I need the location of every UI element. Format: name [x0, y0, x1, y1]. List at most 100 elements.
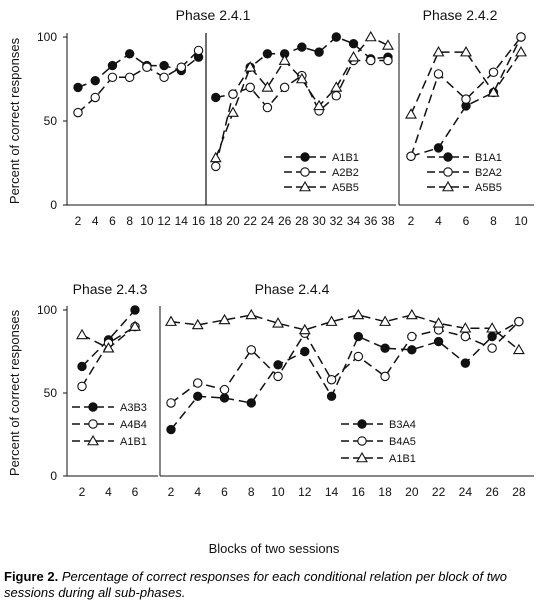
data-point-A1B1 [90, 75, 100, 86]
data-point-B3A4 [407, 345, 417, 355]
legend-label: A4B4 [120, 419, 147, 431]
x-tick-label: 2 [408, 214, 415, 228]
data-point-A2B2 [159, 72, 169, 83]
data-point-B2A2 [433, 69, 444, 79]
panel-title: Phase 2.4.4 [255, 281, 330, 297]
data-point-A2B2 [193, 45, 204, 56]
data-point-B3A4 [487, 331, 497, 342]
y-tick-label: 50 [44, 114, 58, 128]
data-point-A3B3 [77, 361, 87, 372]
data-point-A5B5 [347, 51, 360, 62]
series-line-B4A5 [170, 321, 520, 404]
y-tick-label: 50 [44, 386, 58, 400]
data-point-A5B5 [382, 39, 394, 50]
series-line-A5B5 [215, 36, 389, 159]
x-tick-label: 12 [157, 214, 171, 228]
panel-title: Phase 2.4.2 [423, 7, 498, 23]
x-tick-label: 4 [435, 214, 442, 228]
data-point-B4A5 [380, 371, 390, 382]
x-tick-label: 24 [261, 214, 275, 228]
series-line-A2B2 [215, 59, 388, 167]
data-point-A1B1 [218, 313, 231, 325]
x-tick-label: 6 [109, 214, 116, 228]
legend-open-circle [357, 436, 367, 446]
data-point-A5B5 [460, 46, 472, 57]
data-point-A2B2 [142, 62, 152, 72]
data-point-B2A2 [461, 94, 471, 104]
data-point-A5B5 [313, 99, 326, 111]
data-point-A1B1 [379, 315, 392, 326]
legend-open-triangle [356, 451, 368, 463]
series-line-A1B1 [170, 314, 520, 351]
x-tick-label: 22 [244, 214, 258, 228]
figure-caption: Figure 2. Percentage of correct response… [4, 569, 534, 601]
x-tick-label: 18 [209, 214, 223, 228]
legend-filled-circle [443, 152, 453, 162]
data-point-A1B1 [314, 47, 324, 57]
series-line-B2A2 [410, 36, 522, 157]
data-point-A5B5 [209, 151, 222, 163]
x-tick-label: 14 [175, 214, 189, 228]
data-point-B4A5 [273, 371, 283, 382]
y-axis-title: Percent of correct responses [7, 37, 22, 204]
legend-label: A5B5 [332, 182, 359, 194]
data-point-A2B2 [365, 55, 376, 66]
data-point-A1B1 [298, 323, 311, 335]
data-point-B3A4 [326, 391, 337, 402]
panel-phase-2-4-1: Phase 2.4.1 0 50 100 Percent of correct resp… [7, 7, 396, 228]
x-tick-label: 16 [352, 485, 366, 499]
data-point-A1B1 [107, 60, 118, 71]
data-point-A1B1 [432, 317, 445, 328]
panel-phase-2-4-2: Phase 2.4.2 2 4 6 8 10 B1A1 B2A2 A5B5 [398, 7, 534, 228]
caption-text: Percentage of correct responses for each… [4, 569, 507, 600]
x-tick-label: 20 [226, 214, 240, 228]
legend-open-circle [443, 167, 453, 177]
data-point-B3A4 [166, 424, 176, 435]
series-line-A2B2 [77, 49, 200, 114]
data-point-A1B1 [297, 42, 307, 52]
data-point-A1B1 [124, 49, 135, 59]
y-tick-label: 100 [37, 30, 57, 44]
data-point-A2B2 [107, 72, 118, 83]
x-tick-label: 28 [512, 485, 526, 499]
data-point-A2B2 [279, 82, 290, 93]
x-tick-label: 4 [92, 214, 99, 228]
legend-label: B2A2 [475, 167, 502, 179]
data-point-A5B5 [295, 72, 308, 84]
x-tick-label: 2 [168, 485, 175, 499]
data-point-A4B4 [77, 381, 87, 392]
x-tick-label: 34 [347, 214, 361, 228]
data-point-A2B2 [124, 72, 135, 83]
x-tick-label: 14 [325, 485, 339, 499]
data-point-B3A4 [300, 346, 310, 357]
data-point-B4A5 [353, 351, 364, 362]
x-tick-label: 4 [105, 485, 112, 499]
data-point-A5B5 [364, 30, 377, 42]
x-tick-label: 4 [194, 485, 201, 499]
data-point-A5B5 [330, 81, 343, 92]
data-point-B4A5 [166, 398, 176, 408]
legend-label: A1B1 [389, 453, 416, 465]
data-point-A1B1 [325, 315, 338, 326]
x-tick-label: 6 [463, 214, 470, 228]
data-point-A1B1 [352, 308, 365, 320]
data-point-B4A5 [219, 384, 230, 395]
data-point-A3B3 [130, 305, 140, 315]
series-line-A5B5 [410, 51, 522, 115]
data-point-A5B5 [244, 61, 257, 72]
panel-title: Phase 2.4.1 [176, 7, 251, 23]
data-point-A2B2 [245, 82, 255, 93]
x-tick-label: 2 [75, 214, 82, 228]
legend-label: A1B1 [332, 152, 359, 164]
data-point-A5B5 [278, 54, 291, 65]
data-point-A1B1 [348, 39, 359, 49]
x-tick-label: 36 [364, 214, 378, 228]
x-tick-label: 30 [312, 214, 326, 228]
data-point-A5B5 [515, 46, 527, 57]
data-point-A1B1 [486, 322, 499, 333]
data-point-A2B2 [90, 92, 100, 103]
legend-open-triangle [299, 180, 311, 192]
data-point-B3A4 [380, 343, 390, 353]
data-point-A1B1 [73, 82, 83, 93]
